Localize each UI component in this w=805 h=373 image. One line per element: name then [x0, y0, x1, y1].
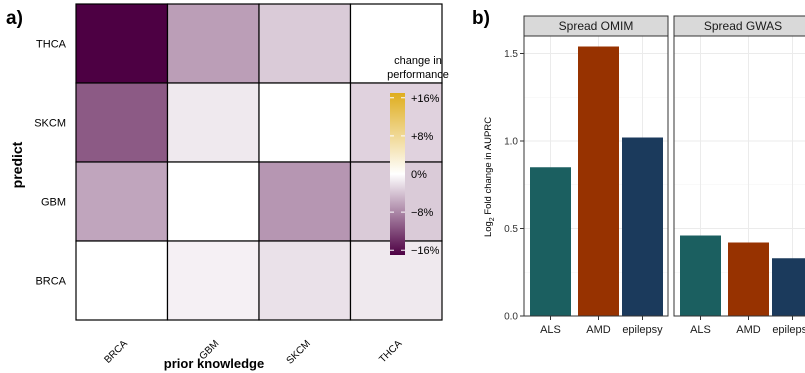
- heatmap-cell: [75, 161, 169, 242]
- facet-title: Spread GWAS: [704, 19, 782, 33]
- heatmap-cells: [75, 3, 443, 321]
- facet-panel-border: [523, 35, 669, 317]
- heatmap-cell: [166, 161, 260, 242]
- heatmap-cell: [166, 82, 260, 163]
- bar-y-tick-label: 1.5: [504, 49, 518, 60]
- heatmap-y-tick-label: THCA: [36, 39, 67, 51]
- bar: [772, 258, 805, 316]
- bar-x-tick-label: epilepsy: [772, 324, 805, 336]
- heatmap-cell: [349, 3, 443, 84]
- heatmap-cell: [258, 82, 352, 163]
- bar-x-tick-label: ALS: [690, 324, 711, 336]
- heatmap-cell: [75, 82, 169, 163]
- heatmap-x-tick-label: BRCA: [102, 338, 130, 366]
- legend-tick-label: +8%: [411, 131, 434, 143]
- bar-facets: Spread OMIM ALS AMD epilepsy Spread GWAS ALS A…: [523, 15, 805, 336]
- heatmap-legend: change in performance +16% +8% 0% −8% −16%: [387, 55, 449, 257]
- bar-x-tick-label: AMD: [586, 324, 611, 336]
- bar: [530, 167, 571, 316]
- bar-x-tick-label: epilepsy: [622, 324, 663, 336]
- legend-tick-label: −8%: [411, 207, 434, 219]
- facet-panel-border: [673, 35, 805, 317]
- legend-tick-label: −16%: [411, 245, 440, 257]
- panel-label-b: b): [472, 8, 490, 29]
- heatmap-cell: [166, 3, 260, 84]
- heatmap-y-tick-label: GBM: [41, 197, 66, 209]
- heatmap-y-axis-title: predict: [9, 141, 25, 188]
- heatmap-cell: [258, 240, 352, 321]
- bar-facet: Spread GWAS ALS AMD epilepsy: [673, 15, 805, 336]
- bar-facet: Spread OMIM ALS AMD epilepsy: [523, 15, 669, 336]
- bar: [622, 137, 663, 316]
- bar: [680, 235, 721, 316]
- legend-ticks: +16% +8% 0% −8% −16%: [390, 93, 440, 257]
- bar-y-axis-title-sub: 2: [489, 217, 496, 221]
- bar-y-tick-label: 1.0: [504, 137, 518, 148]
- heatmap-cell: [166, 240, 260, 321]
- heatmap-cell: [258, 3, 352, 84]
- bar-y-tick-labels: 0.0 0.5 1.0 1.5: [504, 49, 524, 323]
- legend-tick-label: +16%: [411, 93, 440, 105]
- legend-tick-label: 0%: [411, 169, 427, 181]
- legend-color-bar: [390, 93, 405, 255]
- bar-y-axis-title: Log2 Fold change in AUPRC: [483, 117, 496, 237]
- heatmap-chart: THCA SKCM GBM BRCA BRCA GBM SKCM THCA prior kn…: [9, 3, 449, 371]
- bar-y-axis-title-rest: Fold change in AUPRC: [483, 117, 494, 217]
- bar-y-tick-label: 0.5: [504, 224, 518, 235]
- bar: [728, 242, 769, 316]
- heatmap-y-tick-labels: THCA SKCM GBM BRCA: [34, 39, 66, 288]
- heatmap-y-tick-label: SKCM: [34, 118, 66, 130]
- bar-chart: Spread OMIM ALS AMD epilepsy Spread GWAS ALS A…: [483, 15, 805, 336]
- panel-label-a: a): [6, 8, 23, 29]
- facet-title: Spread OMIM: [559, 19, 634, 33]
- heatmap-cell: [75, 3, 169, 84]
- heatmap-x-axis-title: prior knowledge: [164, 356, 264, 371]
- bar-y-axis-title-main: Log: [483, 221, 494, 237]
- heatmap-x-tick-label: THCA: [377, 338, 404, 365]
- bar-y-tick-label: 0.0: [504, 312, 518, 323]
- legend-title-line-2: performance: [387, 69, 449, 81]
- heatmap-cell: [75, 240, 169, 321]
- legend-title-line-1: change in: [394, 55, 442, 67]
- bar-x-tick-label: ALS: [540, 324, 561, 336]
- heatmap-x-tick-label: SKCM: [285, 338, 313, 366]
- bar: [578, 46, 619, 316]
- heatmap-cell: [258, 161, 352, 242]
- bar-x-tick-label: AMD: [736, 324, 761, 336]
- heatmap-y-tick-label: BRCA: [35, 276, 66, 288]
